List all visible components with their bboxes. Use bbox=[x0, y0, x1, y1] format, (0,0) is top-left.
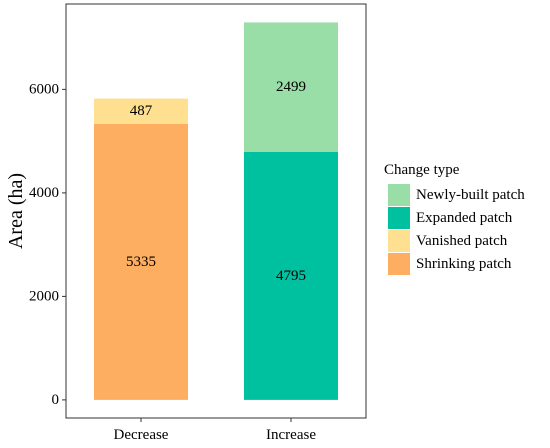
y-tick-label-4000: 4000 bbox=[29, 185, 59, 201]
data-label-increase-expanded-patch: 4795 bbox=[276, 268, 306, 284]
legend-swatch-newly-built-patch bbox=[388, 184, 410, 206]
legend-items: Newly-built patch Expanded patch Vanished … bbox=[388, 184, 525, 275]
data-label-increase-newly-built-patch: 2499 bbox=[276, 79, 306, 95]
legend-label-expanded-patch: Expanded patch bbox=[416, 210, 513, 226]
bar-increase-expanded-patch bbox=[244, 151, 338, 400]
legend-swatch-expanded-patch bbox=[388, 207, 410, 229]
legend-label-vanished-patch: Vanished patch bbox=[416, 233, 508, 249]
y-axis-title: Area (ha) bbox=[5, 173, 27, 249]
legend-title: Change type bbox=[384, 162, 460, 178]
legend-label-newly-built-patch: Newly-built patch bbox=[416, 187, 525, 203]
legend-label-shrinking-patch: Shrinking patch bbox=[416, 256, 512, 272]
bar-increase-newly-built-patch bbox=[244, 22, 338, 152]
x-axis: Decrease Increase bbox=[114, 418, 316, 443]
data-labels-layer: 5335 487 4795 2499 bbox=[126, 79, 306, 284]
y-tick-label-6000: 6000 bbox=[29, 81, 59, 97]
y-axis: 0 2000 4000 6000 bbox=[29, 81, 66, 408]
legend-swatch-shrinking-patch bbox=[388, 253, 410, 275]
legend: Change type Newly-built patch Expanded pa… bbox=[384, 162, 525, 275]
legend-swatch-vanished-patch bbox=[388, 230, 410, 252]
bars-layer bbox=[94, 22, 338, 400]
bar-decrease-shrinking-patch bbox=[94, 123, 188, 400]
y-tick-label-0: 0 bbox=[52, 392, 60, 408]
x-tick-label-increase: Increase bbox=[266, 427, 316, 443]
data-label-decrease-shrinking-patch: 5335 bbox=[126, 254, 156, 270]
data-label-decrease-vanished-patch: 487 bbox=[130, 103, 153, 119]
x-tick-label-decrease: Decrease bbox=[114, 427, 169, 443]
bar-decrease-vanished-patch bbox=[94, 98, 188, 124]
y-tick-label-2000: 2000 bbox=[29, 288, 59, 304]
